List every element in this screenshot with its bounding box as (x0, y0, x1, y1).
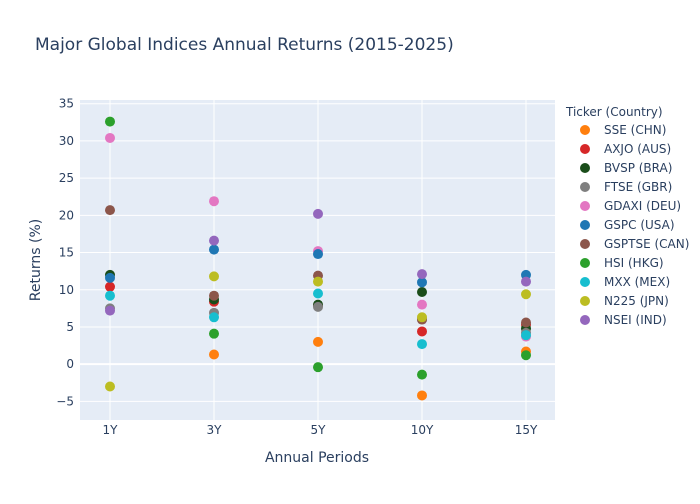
y-axis-label: Returns (%) (28, 219, 44, 301)
y-tick-label: 20 (59, 208, 74, 222)
data-point[interactable] (313, 249, 323, 260)
data-point[interactable] (313, 336, 323, 347)
data-point[interactable] (521, 330, 531, 341)
data-point[interactable] (209, 290, 219, 301)
data-point[interactable] (105, 290, 115, 301)
y-tick-label: 35 (59, 97, 74, 111)
y-tick-label: 5 (66, 320, 74, 334)
data-point[interactable] (417, 390, 427, 401)
data-point[interactable] (521, 289, 531, 300)
data-point[interactable] (313, 301, 323, 312)
legend-item[interactable]: NSEI (IND) (604, 313, 667, 327)
x-tick-label: 3Y (207, 423, 223, 437)
data-point[interactable] (521, 350, 531, 361)
data-point[interactable] (209, 235, 219, 246)
data-point[interactable] (313, 362, 323, 373)
legend-item[interactable]: BVSP (BRA) (604, 161, 672, 175)
y-tick-label: 10 (59, 283, 74, 297)
legend-marker (580, 220, 590, 230)
data-point[interactable] (417, 287, 427, 297)
data-point[interactable] (105, 305, 115, 316)
y-tick-label: 30 (59, 134, 74, 148)
x-tick-label: 5Y (311, 423, 327, 437)
data-point[interactable] (209, 244, 219, 255)
data-point[interactable] (313, 208, 323, 219)
legend-items: SSE (CHN) AXJO (AUS) BVSP (BRA) FTSE (GBR) G… (580, 123, 689, 327)
y-tick-label: −5 (56, 394, 74, 408)
legend-marker (580, 144, 590, 154)
legend-item[interactable]: SSE (CHN) (604, 123, 666, 137)
data-point[interactable] (209, 271, 219, 282)
y-tick-label: 25 (59, 171, 74, 185)
data-point[interactable] (417, 312, 427, 323)
legend-marker (580, 277, 590, 287)
x-axis-ticks: 1Y 3Y 5Y 10Y 15Y (103, 423, 538, 437)
data-point[interactable] (105, 281, 115, 292)
legend-title: Ticker (Country) (565, 105, 663, 119)
y-axis-ticks: −5 0 5 10 15 20 25 30 35 (56, 97, 74, 409)
data-point[interactable] (417, 299, 427, 310)
y-tick-label: 15 (59, 246, 74, 260)
legend-item[interactable]: N225 (JPN) (604, 294, 669, 308)
data-point[interactable] (105, 272, 115, 283)
data-points (105, 116, 531, 401)
legend-marker (580, 182, 590, 192)
legend-item[interactable]: FTSE (GBR) (604, 180, 672, 194)
data-point[interactable] (209, 196, 219, 207)
data-point[interactable] (105, 132, 115, 143)
data-point[interactable] (417, 339, 427, 350)
legend-item[interactable]: AXJO (AUS) (604, 142, 671, 156)
x-tick-label: 15Y (515, 423, 538, 437)
data-point[interactable] (313, 276, 323, 287)
data-point[interactable] (105, 381, 115, 392)
x-tick-label: 10Y (411, 423, 434, 437)
legend-marker (580, 125, 590, 135)
data-point[interactable] (209, 349, 219, 360)
data-point[interactable] (313, 288, 323, 299)
data-point[interactable] (521, 317, 531, 328)
data-point[interactable] (105, 116, 115, 127)
legend: Ticker (Country) SSE (CHN) AXJO (AUS) BVSP… (565, 105, 689, 327)
data-point[interactable] (209, 328, 219, 339)
legend-item[interactable]: MXX (MEX) (604, 275, 670, 289)
x-tick-label: 1Y (103, 423, 119, 437)
data-point[interactable] (417, 269, 427, 280)
data-point[interactable] (417, 369, 427, 380)
legend-marker (580, 258, 590, 268)
x-axis-label: Annual Periods (265, 450, 369, 466)
data-point[interactable] (209, 312, 219, 323)
legend-marker (580, 239, 590, 249)
chart-title: Major Global Indices Annual Returns (201… (35, 35, 454, 55)
data-point[interactable] (521, 276, 531, 287)
legend-marker (580, 315, 590, 325)
legend-marker (580, 201, 590, 211)
legend-item[interactable]: GSPTSE (CAN) (604, 237, 689, 251)
data-point[interactable] (417, 326, 427, 337)
y-tick-label: 0 (66, 357, 74, 371)
legend-item[interactable]: GDAXI (DEU) (604, 199, 681, 213)
legend-marker (580, 163, 590, 173)
data-point[interactable] (417, 277, 427, 288)
legend-item[interactable]: GSPC (USA) (604, 218, 675, 232)
data-point[interactable] (105, 205, 115, 216)
legend-item[interactable]: HSI (HKG) (604, 256, 664, 270)
legend-marker (580, 296, 590, 306)
